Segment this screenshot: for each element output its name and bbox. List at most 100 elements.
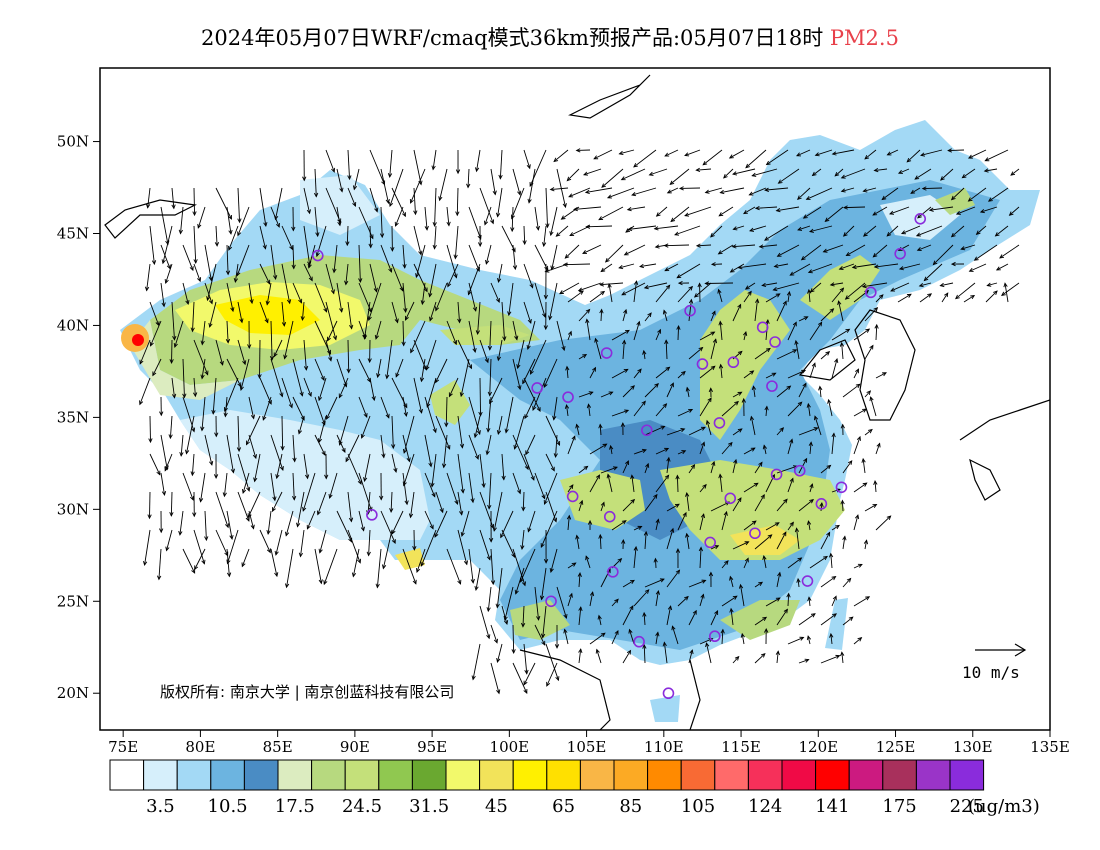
wind-arrowhead — [839, 341, 845, 347]
wind-arrow — [347, 187, 356, 207]
wind-arrowhead — [477, 242, 483, 248]
wind-arrow — [968, 149, 987, 159]
wind-arrowhead — [796, 152, 801, 157]
wind-arrow — [874, 168, 888, 171]
wind-arrowhead — [682, 511, 687, 517]
wind-arrow — [434, 187, 437, 226]
wind-arrow — [567, 436, 576, 455]
wind-arrow — [853, 563, 863, 569]
wind-arrow — [655, 366, 670, 379]
wind-arrow — [578, 500, 583, 512]
wind-arrow — [380, 206, 383, 238]
wind-arrowhead — [211, 409, 216, 415]
wind-arrowhead — [375, 583, 380, 589]
wind-arrow — [512, 244, 516, 270]
wind-arrow — [633, 321, 640, 341]
wind-arrow — [732, 497, 742, 512]
wind-arrow — [424, 396, 437, 433]
wind-arrowhead — [620, 176, 626, 181]
wind-arrow — [226, 206, 232, 234]
wind-arrowhead — [809, 498, 814, 504]
wind-arrowhead — [718, 363, 724, 369]
wind-arrow — [534, 282, 546, 318]
wind-arrow — [809, 322, 823, 341]
wind-arrowhead — [230, 468, 235, 474]
wind-arrowhead — [578, 606, 583, 612]
wind-arrow — [468, 548, 474, 583]
wind-arrowhead — [429, 316, 434, 322]
wind-arrowhead — [223, 412, 228, 418]
wind-arrow — [479, 377, 481, 416]
wind-arrowhead — [1003, 282, 1008, 288]
lon-tick-label: 130E — [953, 738, 993, 756]
wind-arrowhead — [637, 368, 642, 374]
wind-arrow — [468, 396, 481, 435]
wind-arrow — [303, 377, 312, 397]
wind-arrow — [664, 244, 690, 247]
wind-arrow — [984, 168, 998, 172]
wind-arrow — [995, 225, 1009, 237]
wind-arrow — [797, 225, 811, 231]
wind-arrowhead — [423, 287, 428, 293]
wind-arrowhead — [643, 285, 649, 290]
wind-arrowhead — [511, 247, 516, 253]
wind-arrowhead — [357, 479, 362, 485]
wind-arrowhead — [723, 510, 728, 516]
wind-arrow — [447, 263, 459, 287]
wind-arrow — [347, 301, 353, 329]
wind-arrowhead — [523, 680, 528, 686]
wind-arrow — [666, 428, 685, 436]
wind-arrowhead — [732, 226, 738, 231]
wind-arrow — [589, 291, 605, 303]
wind-arrow — [468, 282, 477, 311]
wind-arrowhead — [321, 420, 326, 426]
wind-arrow — [611, 630, 619, 645]
wind-arrowhead — [729, 607, 734, 613]
wind-arrow — [523, 662, 536, 685]
wind-arrowhead — [558, 290, 564, 295]
wind-arrowhead — [660, 425, 666, 430]
wind-arrow — [489, 320, 492, 350]
wind-arrow — [831, 358, 838, 379]
wind-arrowhead — [257, 374, 262, 379]
wind-arrowhead — [303, 365, 309, 371]
city-marker — [815, 498, 828, 510]
wind-arrow — [830, 282, 844, 286]
wind-arrow — [237, 453, 250, 492]
wind-arrow — [192, 301, 195, 332]
wind-arrowhead — [698, 346, 704, 352]
wind-arrowhead — [201, 559, 206, 565]
wind-arrowhead — [916, 247, 922, 252]
wind-arrowhead — [915, 232, 921, 237]
wind-arrowhead — [165, 546, 170, 552]
coastlines — [104, 74, 1050, 730]
wind-arrow — [534, 624, 546, 646]
wind-arrowhead — [600, 267, 606, 273]
wind-arrow — [160, 244, 171, 269]
wind-arrowhead — [655, 212, 661, 217]
wind-arrowhead — [700, 426, 706, 431]
wind-arrow — [611, 409, 629, 417]
wind-arrow — [841, 168, 866, 179]
wind-arrowhead — [159, 528, 164, 534]
wind-arrow — [228, 225, 239, 251]
wind-arrow — [585, 556, 591, 569]
south-china-green — [720, 600, 800, 640]
wind-arrowhead — [628, 628, 633, 634]
wind-arrowhead — [214, 432, 219, 438]
wind-arrowhead — [626, 207, 632, 212]
wind-arrow — [191, 453, 195, 476]
wind-arrowhead — [252, 454, 257, 460]
wind-arrowhead — [487, 391, 492, 397]
city-marker — [531, 382, 543, 394]
wind-arrow — [358, 358, 371, 383]
wind-arrowhead — [266, 279, 271, 285]
city-marker — [749, 527, 761, 540]
wind-arrowhead — [477, 234, 482, 240]
wind-arrow — [676, 475, 679, 493]
wind-arrowhead — [237, 382, 242, 388]
wind-arrow — [336, 168, 343, 192]
wind-arrowhead — [387, 173, 393, 178]
wind-arrow — [490, 624, 498, 643]
wind-arrowhead — [623, 368, 629, 373]
